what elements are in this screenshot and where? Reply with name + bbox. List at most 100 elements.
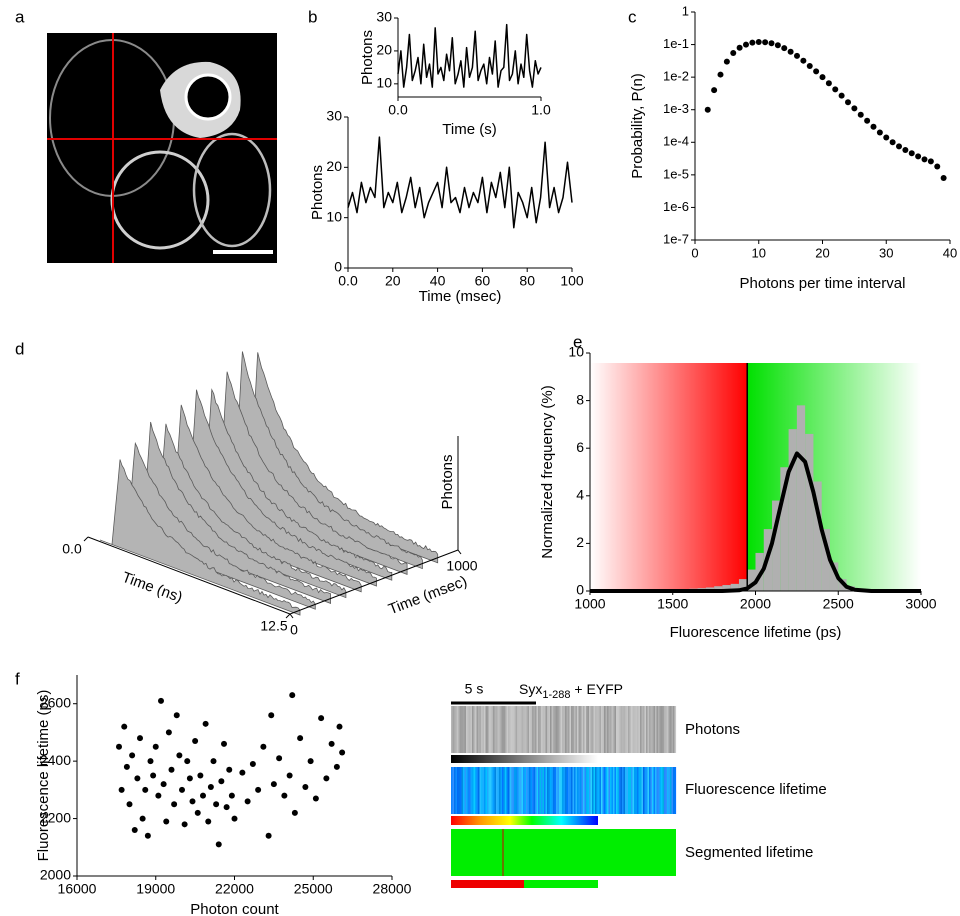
segment-bar-red bbox=[451, 880, 524, 888]
stripe bbox=[610, 767, 612, 814]
stripe bbox=[581, 767, 584, 814]
data-point bbox=[223, 804, 230, 811]
histogram-bar bbox=[738, 579, 748, 591]
data-point bbox=[270, 781, 277, 788]
stripe bbox=[505, 706, 507, 753]
histogram-bar bbox=[772, 500, 781, 591]
y-tick-label: 8 bbox=[576, 391, 584, 407]
stripe bbox=[554, 706, 557, 753]
y-axis-label: Probability, P(n) bbox=[629, 73, 646, 179]
stripe bbox=[497, 706, 500, 753]
x-tick-label: 40 bbox=[943, 245, 957, 260]
stripe bbox=[667, 706, 669, 753]
stripe bbox=[539, 767, 542, 814]
stripe bbox=[598, 706, 600, 753]
x-tick-label: 2500 bbox=[823, 596, 854, 612]
stripe bbox=[529, 767, 531, 814]
stripe bbox=[515, 706, 518, 753]
stripe bbox=[596, 706, 599, 753]
data-point bbox=[800, 57, 807, 64]
stripe bbox=[514, 767, 516, 814]
stripe bbox=[482, 767, 485, 814]
stripe bbox=[484, 706, 486, 753]
stripe bbox=[526, 767, 528, 814]
data-point bbox=[845, 99, 851, 106]
data-point bbox=[207, 783, 214, 790]
data-point bbox=[281, 792, 288, 799]
stripe bbox=[620, 767, 623, 814]
data-point bbox=[915, 153, 922, 160]
stripe bbox=[524, 706, 527, 753]
data-point bbox=[218, 778, 225, 785]
stripe bbox=[595, 706, 597, 753]
stripe bbox=[530, 706, 533, 753]
stripe bbox=[566, 767, 569, 814]
stripe bbox=[494, 706, 497, 753]
stripe bbox=[496, 767, 498, 814]
stripe bbox=[512, 767, 515, 814]
stripe bbox=[578, 706, 581, 753]
stripe bbox=[463, 706, 465, 753]
stripe bbox=[484, 767, 486, 814]
stripe bbox=[532, 767, 534, 814]
data-point bbox=[215, 841, 222, 848]
stripe bbox=[452, 767, 455, 814]
stripe bbox=[499, 706, 501, 753]
stripe bbox=[500, 706, 503, 753]
stripe bbox=[575, 767, 578, 814]
stripe bbox=[664, 706, 666, 753]
stripe bbox=[563, 706, 566, 753]
stripe bbox=[464, 767, 467, 814]
data-point bbox=[147, 758, 154, 765]
stripe bbox=[623, 706, 626, 753]
stripe bbox=[661, 706, 663, 753]
data-point bbox=[934, 163, 941, 170]
x-tick-label: 1000 bbox=[574, 596, 605, 612]
stripe bbox=[544, 767, 546, 814]
stripe bbox=[592, 706, 594, 753]
stripe bbox=[514, 706, 516, 753]
stripe bbox=[523, 706, 525, 753]
y-tick-label: 10 bbox=[376, 75, 392, 91]
stripe bbox=[545, 767, 548, 814]
region-left bbox=[590, 363, 748, 591]
y-tick-label: 2 bbox=[576, 534, 584, 550]
stripe bbox=[637, 706, 639, 753]
stripe bbox=[574, 706, 576, 753]
row-label: Fluorescence lifetime bbox=[685, 781, 827, 798]
stripe bbox=[499, 767, 501, 814]
stripe bbox=[512, 706, 515, 753]
stripe bbox=[652, 767, 654, 814]
stripe bbox=[650, 767, 653, 814]
stripe bbox=[485, 706, 488, 753]
stripe bbox=[548, 767, 551, 814]
stripe bbox=[460, 706, 462, 753]
stripe bbox=[539, 706, 542, 753]
stripe bbox=[479, 767, 482, 814]
stripe bbox=[545, 706, 548, 753]
stripe bbox=[592, 767, 594, 814]
stripe bbox=[608, 706, 611, 753]
stripe bbox=[574, 767, 576, 814]
data-point bbox=[286, 772, 293, 779]
stripe bbox=[529, 706, 531, 753]
stripe bbox=[481, 767, 483, 814]
stripe bbox=[496, 706, 498, 753]
stripe bbox=[476, 767, 479, 814]
stripe bbox=[617, 706, 620, 753]
x-tick-label: 25000 bbox=[294, 881, 333, 897]
stripe bbox=[644, 706, 647, 753]
data-point bbox=[134, 775, 141, 782]
photon-strip bbox=[451, 706, 677, 753]
data-point bbox=[144, 832, 151, 839]
x-axis-label: Time (s) bbox=[442, 121, 496, 138]
stripe bbox=[610, 706, 612, 753]
data-point bbox=[231, 815, 238, 822]
stripe bbox=[637, 767, 639, 814]
stripe bbox=[626, 767, 629, 814]
stripe bbox=[454, 706, 456, 753]
data-point bbox=[717, 71, 724, 78]
stripe bbox=[451, 767, 453, 814]
stripe bbox=[653, 767, 656, 814]
x-tick-label: 80 bbox=[519, 273, 535, 289]
